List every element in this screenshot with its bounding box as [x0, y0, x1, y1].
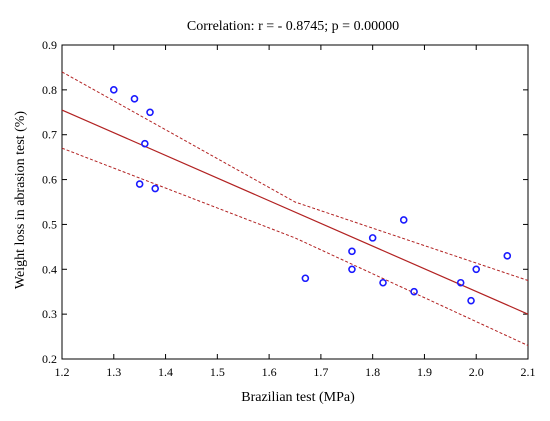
data-point [456, 278, 465, 287]
x-tick-label: 1.4 [158, 365, 173, 379]
data-point [130, 95, 139, 103]
data-point [135, 180, 144, 188]
x-tick-label: 1.3 [106, 365, 121, 379]
x-tick-label: 1.6 [262, 365, 277, 379]
y-tick-label: 0.8 [42, 83, 57, 97]
data-point [410, 287, 418, 296]
y-axis-title: Weight loss in abrasion test (%) [13, 111, 28, 289]
data-point [467, 296, 475, 305]
data-point [141, 139, 149, 148]
x-tick-label: 1.7 [313, 365, 328, 379]
x-tick-label: 1.2 [55, 365, 70, 379]
x-tick-label: 2.1 [521, 365, 536, 379]
x-tick-label: 1.8 [365, 365, 380, 379]
data-point [368, 234, 377, 242]
x-tick-label: 2.0 [469, 365, 484, 379]
regression-line [61, 109, 529, 315]
chart-title: Correlation: r = - 0.8745; p = 0.00000 [187, 19, 399, 34]
data-point [146, 108, 154, 117]
y-tick-label: 0.4 [42, 262, 57, 276]
y-tick-label: 0.6 [42, 173, 57, 187]
plot-frame [61, 44, 529, 360]
data-point [109, 86, 118, 94]
confidence-band-lower [61, 147, 529, 346]
data-point [503, 252, 512, 260]
x-tick-label: 1.9 [417, 365, 432, 379]
y-tick-label: 0.7 [42, 128, 57, 142]
confidence-band-upper [61, 71, 529, 281]
data-point [151, 184, 159, 193]
x-axis-title: Brazilian test (MPa) [241, 390, 355, 405]
data-point [399, 216, 408, 224]
y-tick-label: 0.3 [42, 307, 57, 321]
x-tick-label: 1.5 [210, 365, 225, 379]
plot-layer: 1.2 1.3 1.4 1.5 1.6 1.7 1.8 1.9 2.0 2.1 0.2 0.3 0.4 0… [42, 38, 536, 379]
y-tick-label: 0.9 [42, 38, 57, 52]
data-point [472, 265, 481, 274]
y-tick-label: 0.2 [42, 352, 57, 366]
data-point [348, 265, 356, 274]
data-point [379, 278, 387, 287]
data-point [348, 247, 356, 256]
data-point [301, 274, 310, 283]
y-tick-label: 0.5 [42, 217, 57, 231]
